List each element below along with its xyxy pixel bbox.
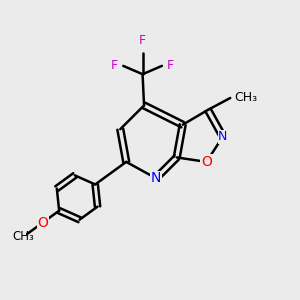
Text: O: O	[201, 155, 212, 169]
Text: F: F	[167, 59, 174, 72]
Text: O: O	[38, 216, 48, 230]
Text: N: N	[218, 130, 227, 143]
Text: F: F	[111, 59, 118, 72]
Text: CH₃: CH₃	[234, 92, 257, 104]
Text: N: N	[151, 171, 161, 185]
Text: CH₃: CH₃	[13, 230, 34, 243]
Text: F: F	[139, 34, 146, 47]
